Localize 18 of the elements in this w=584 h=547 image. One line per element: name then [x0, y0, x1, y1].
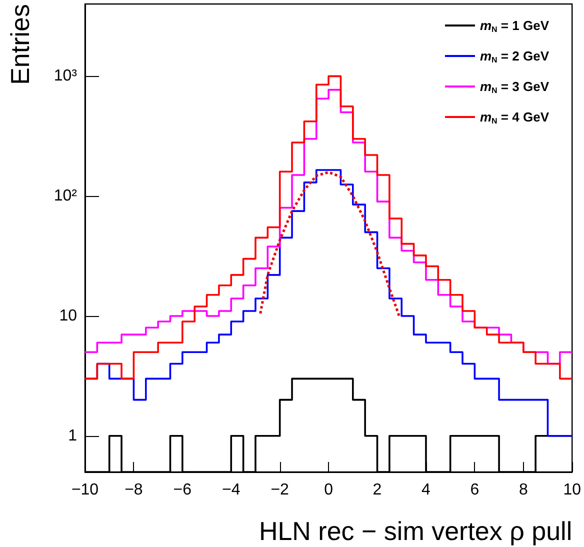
x-tick-label: 4	[422, 482, 431, 498]
x-tick-label: 10	[563, 482, 582, 498]
x-tick-label: −10	[71, 482, 99, 498]
y-tick-label: 1	[68, 427, 78, 444]
y-tick-label: 10³	[54, 68, 78, 85]
x-tick-label: 2	[372, 482, 382, 498]
y-tick-label: 10²	[54, 188, 78, 205]
x-axis-title: HLN rec − sim vertex ρ pull	[258, 516, 572, 546]
line-series	[259, 171, 400, 318]
x-tick-label: −4	[222, 482, 240, 498]
x-tick-label: 8	[518, 482, 528, 498]
x-tick-label: 6	[470, 482, 480, 498]
x-tick-label: −6	[173, 482, 192, 498]
x-tick-label: −8	[124, 482, 143, 498]
y-tick-label: 10	[59, 308, 78, 324]
y-axis-title: Entries	[5, 4, 35, 85]
x-tick-label: −2	[270, 482, 290, 498]
x-tick-label: 0	[324, 482, 334, 498]
